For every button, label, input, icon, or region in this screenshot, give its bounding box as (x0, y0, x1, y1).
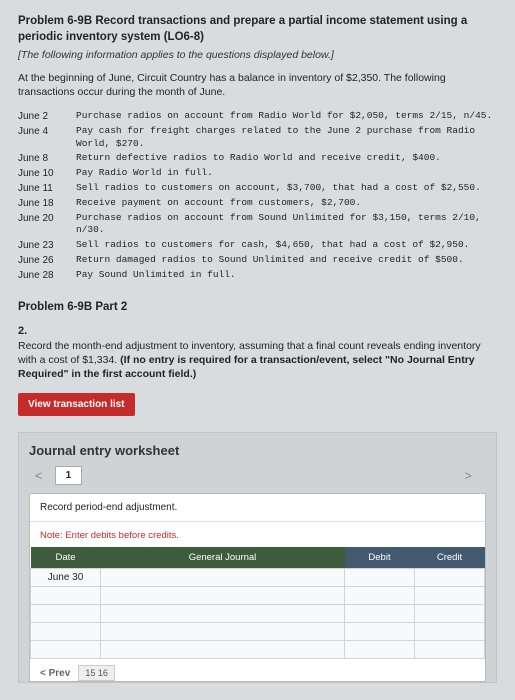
tx-date: June 23 (18, 238, 76, 253)
tx-desc: Pay cash for freight charges related to … (76, 124, 497, 151)
tx-desc: Pay Radio World in full. (76, 166, 497, 181)
cell-date[interactable] (31, 587, 101, 605)
tx-date: June 10 (18, 166, 76, 181)
requirement-number: 2. (18, 325, 497, 337)
cell-account[interactable] (101, 641, 345, 659)
cell-credit[interactable] (415, 623, 485, 641)
table-row (31, 605, 485, 623)
tx-date: June 18 (18, 196, 76, 211)
tx-desc: Sell radios to customers for cash, $4,65… (76, 238, 497, 253)
col-date: Date (31, 547, 101, 569)
table-row (31, 641, 485, 659)
transactions-list: June 2Purchase radios on account from Ra… (18, 109, 497, 282)
cell-credit[interactable] (415, 569, 485, 587)
cell-debit[interactable] (345, 587, 415, 605)
worksheet-panel: Journal entry worksheet < 1 > Record per… (18, 432, 497, 683)
cell-date[interactable] (31, 641, 101, 659)
tx-date: June 20 (18, 211, 76, 238)
tx-desc: Return damaged radios to Sound Unlimited… (76, 253, 497, 268)
tx-desc: Purchase radios on account from Radio Wo… (76, 109, 497, 124)
page-numbers[interactable]: 15 16 (78, 665, 115, 681)
tx-desc: Sell radios to customers on account, $3,… (76, 181, 497, 196)
tx-date: June 4 (18, 124, 76, 151)
cell-debit[interactable] (345, 605, 415, 623)
tx-desc: Return defective radios to Radio World a… (76, 151, 497, 166)
worksheet-title: Journal entry worksheet (29, 443, 486, 458)
tx-desc: Pay Sound Unlimited in full. (76, 268, 497, 283)
problem-intro: At the beginning of June, Circuit Countr… (18, 71, 497, 99)
pager: < Prev 15 16 (30, 659, 485, 681)
journal-grid: Date General Journal Debit Credit June 3… (30, 547, 485, 659)
tx-date: June 8 (18, 151, 76, 166)
tab-1[interactable]: 1 (55, 466, 83, 485)
col-credit: Credit (415, 547, 485, 569)
cell-credit[interactable] (415, 605, 485, 623)
cell-date[interactable] (31, 605, 101, 623)
col-debit: Debit (345, 547, 415, 569)
sheet-subhead: Record period-end adjustment. (30, 494, 485, 522)
cell-credit[interactable] (415, 587, 485, 605)
problem-title: Problem 6-9B Record transactions and pre… (18, 14, 497, 45)
chevron-right-icon[interactable]: > (458, 466, 478, 485)
sheet-note: Note: Enter debits before credits. (30, 522, 485, 547)
cell-account[interactable] (101, 623, 345, 641)
journal-sheet: Record period-end adjustment. Note: Ente… (29, 493, 486, 682)
tx-date: June 28 (18, 268, 76, 283)
cell-account[interactable] (101, 569, 345, 587)
table-row (31, 623, 485, 641)
tx-date: June 26 (18, 253, 76, 268)
table-row: June 30 (31, 569, 485, 587)
col-general-journal: General Journal (101, 547, 345, 569)
view-transaction-list-button[interactable]: View transaction list (18, 393, 135, 416)
cell-credit[interactable] (415, 641, 485, 659)
prev-button[interactable]: < Prev (40, 668, 70, 679)
requirement-text: Record the month-end adjustment to inven… (18, 339, 497, 382)
tx-desc: Purchase radios on account from Sound Un… (76, 211, 497, 238)
chevron-left-icon[interactable]: < (29, 466, 49, 485)
cell-account[interactable] (101, 605, 345, 623)
tx-date: June 2 (18, 109, 76, 124)
cell-date[interactable] (31, 623, 101, 641)
tx-desc: Receive payment on account from customer… (76, 196, 497, 211)
cell-date[interactable]: June 30 (31, 569, 101, 587)
table-row (31, 587, 485, 605)
cell-debit[interactable] (345, 623, 415, 641)
cell-debit[interactable] (345, 569, 415, 587)
part-heading: Problem 6-9B Part 2 (18, 301, 497, 313)
cell-debit[interactable] (345, 641, 415, 659)
problem-subtitle: [The following information applies to th… (18, 49, 497, 61)
worksheet-tabs: < 1 > (29, 466, 486, 485)
cell-account[interactable] (101, 587, 345, 605)
tx-date: June 11 (18, 181, 76, 196)
